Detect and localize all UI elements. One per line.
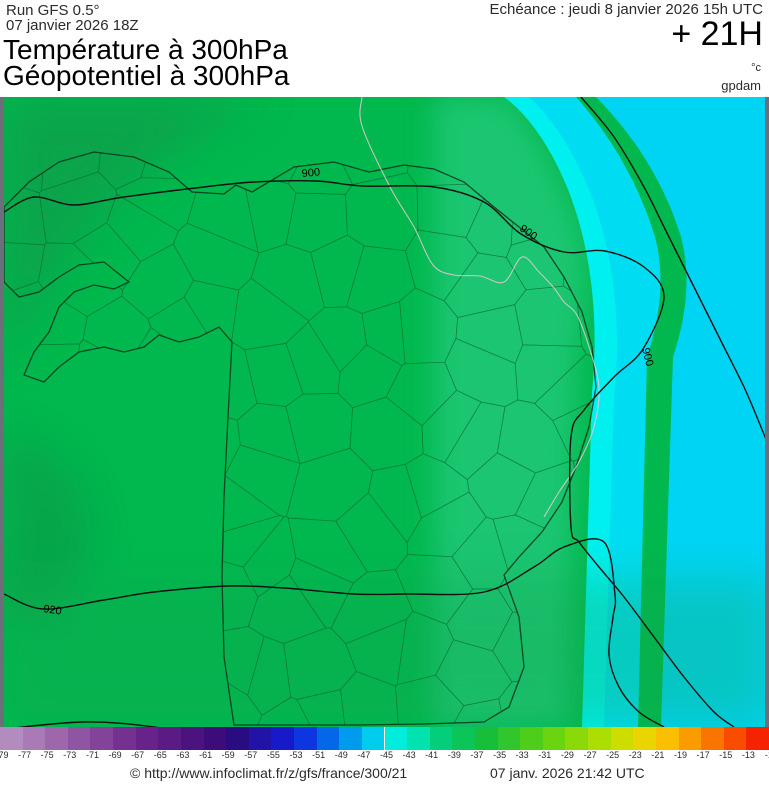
svg-text:900: 900 bbox=[301, 166, 320, 180]
svg-text:920: 920 bbox=[43, 603, 63, 617]
